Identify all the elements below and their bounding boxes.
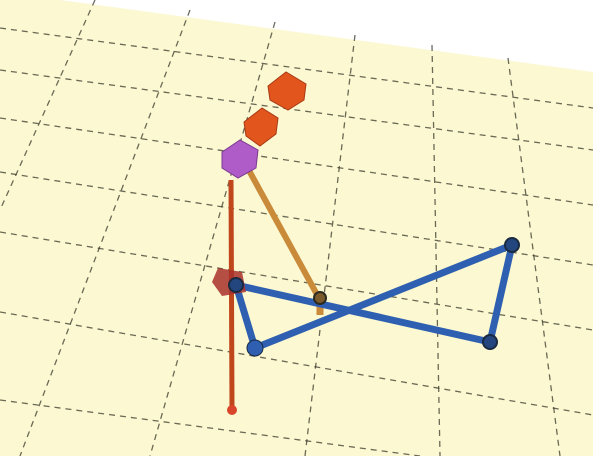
- link: [486, 241, 516, 346]
- grid-line: [19, 9, 191, 456]
- marker-block: [243, 107, 279, 147]
- grid-line: [0, 0, 96, 211]
- slider-block: [221, 139, 259, 179]
- joint: [504, 237, 520, 253]
- grid-line: [149, 21, 276, 456]
- marker-block: [267, 71, 307, 111]
- grid-line: [304, 34, 356, 456]
- joint: [482, 334, 498, 350]
- grid-line: [431, 44, 441, 456]
- link: [232, 281, 494, 346]
- link: [232, 281, 259, 352]
- grid-line: [0, 399, 421, 456]
- link: [251, 241, 516, 352]
- grid-line: [0, 117, 593, 206]
- coupler-rod: [243, 163, 323, 302]
- grid-line: [0, 69, 593, 151]
- grid-line: [507, 57, 561, 456]
- joint: [228, 277, 244, 293]
- joint: [246, 339, 264, 357]
- mechanism: [212, 71, 520, 415]
- joint: [313, 291, 327, 305]
- grid-line: [0, 311, 593, 416]
- rod-end: [227, 405, 237, 415]
- grid-line: [0, 27, 593, 109]
